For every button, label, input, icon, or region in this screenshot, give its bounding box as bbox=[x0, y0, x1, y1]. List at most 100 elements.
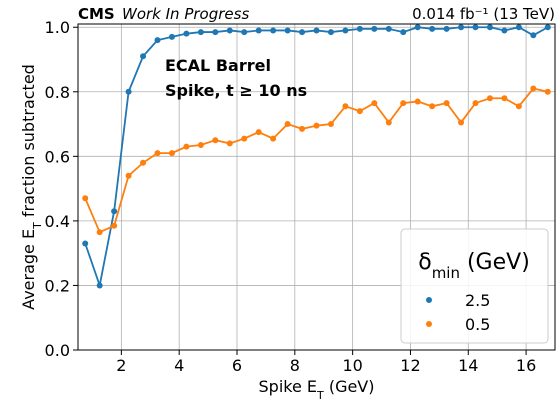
data-point bbox=[400, 29, 407, 36]
data-point bbox=[168, 33, 175, 40]
data-point bbox=[458, 119, 465, 126]
data-point bbox=[212, 29, 219, 36]
legend-title-sub: min bbox=[432, 264, 460, 282]
data-point bbox=[154, 150, 161, 157]
data-point bbox=[96, 229, 103, 236]
data-point bbox=[429, 25, 436, 32]
x-tick-label: 16 bbox=[516, 356, 536, 375]
x-tick-label: 2 bbox=[116, 356, 126, 375]
data-point bbox=[125, 88, 132, 95]
data-point bbox=[443, 25, 450, 32]
data-point bbox=[530, 32, 537, 39]
data-point bbox=[140, 159, 147, 166]
data-point bbox=[371, 25, 378, 32]
data-point bbox=[400, 100, 407, 107]
x-tick-label: 12 bbox=[400, 356, 420, 375]
data-point bbox=[183, 143, 190, 150]
data-point bbox=[342, 27, 349, 34]
data-point bbox=[96, 282, 103, 289]
data-point bbox=[313, 122, 320, 129]
data-point bbox=[486, 24, 493, 31]
x-tick-label: 14 bbox=[458, 356, 478, 375]
data-point bbox=[212, 137, 219, 144]
y-axis-label: Average ET fraction subtracted bbox=[19, 64, 44, 310]
data-point bbox=[125, 172, 132, 179]
data-point bbox=[270, 27, 277, 34]
data-point bbox=[111, 208, 118, 215]
data-point bbox=[140, 53, 147, 60]
data-point bbox=[241, 135, 248, 142]
data-point bbox=[226, 27, 233, 34]
data-point bbox=[515, 103, 522, 110]
legend-label: 2.5 bbox=[465, 291, 490, 310]
y-tick-label: 0.0 bbox=[45, 341, 70, 360]
data-point bbox=[544, 24, 551, 31]
y-axis-label-sub: T bbox=[31, 222, 44, 230]
data-point bbox=[327, 29, 334, 36]
data-point bbox=[183, 30, 190, 37]
data-point bbox=[241, 29, 248, 36]
data-point bbox=[385, 25, 392, 32]
data-point bbox=[472, 24, 479, 31]
y-axis-label-rest: fraction subtracted bbox=[19, 64, 38, 222]
data-point bbox=[197, 29, 204, 36]
data-point bbox=[501, 95, 508, 102]
legend-title-main: δ bbox=[418, 250, 431, 275]
data-point bbox=[313, 27, 320, 34]
data-point bbox=[356, 108, 363, 115]
x-tick-label: 10 bbox=[342, 356, 362, 375]
data-point bbox=[168, 150, 175, 157]
data-point bbox=[458, 24, 465, 31]
data-point bbox=[82, 240, 89, 247]
x-tick-label: 8 bbox=[290, 356, 300, 375]
data-point bbox=[371, 100, 378, 107]
data-point bbox=[299, 29, 306, 36]
annotation: Spike, t ≥ 10 ns bbox=[165, 81, 307, 100]
x-tick-label: 6 bbox=[232, 356, 242, 375]
x-tick-label: 4 bbox=[174, 356, 184, 375]
annotation: ECAL Barrel bbox=[165, 56, 271, 75]
legend-marker bbox=[426, 297, 432, 303]
lumi: 0.014 fb⁻¹ (13 TeV) bbox=[412, 5, 555, 23]
data-point bbox=[501, 27, 508, 34]
data-point bbox=[472, 100, 479, 107]
x-axis-label-main: Spike E bbox=[259, 377, 318, 396]
legend-marker bbox=[426, 321, 432, 327]
data-point bbox=[255, 129, 262, 136]
y-tick-label: 0.2 bbox=[45, 276, 70, 295]
data-point bbox=[342, 103, 349, 110]
data-point bbox=[270, 135, 277, 142]
data-point bbox=[255, 27, 262, 34]
y-axis-label-main: Average E bbox=[19, 229, 38, 310]
data-point bbox=[327, 121, 334, 128]
data-point bbox=[486, 95, 493, 102]
experiment: CMS bbox=[78, 5, 115, 23]
y-tick-label: 0.6 bbox=[45, 147, 70, 166]
data-point bbox=[414, 98, 421, 105]
data-point bbox=[226, 140, 233, 147]
data-point bbox=[111, 222, 118, 229]
x-axis-label-sub: T bbox=[316, 389, 324, 401]
x-axis-label-rest: (GeV) bbox=[324, 377, 375, 396]
data-point bbox=[197, 142, 204, 149]
series-line bbox=[84, 87, 548, 234]
legend-title-rest: (GeV) bbox=[460, 250, 530, 275]
data-point bbox=[284, 27, 291, 34]
data-point bbox=[414, 24, 421, 31]
y-tick-label: 1.0 bbox=[45, 18, 70, 37]
data-point bbox=[356, 25, 363, 32]
legend-title: δmin (GeV) bbox=[418, 250, 530, 282]
data-point bbox=[385, 119, 392, 126]
data-point bbox=[299, 125, 306, 132]
y-tick-label: 0.4 bbox=[45, 212, 70, 231]
x-axis-label: Spike ET (GeV) bbox=[259, 377, 375, 401]
plot-frame bbox=[77, 23, 556, 351]
data-point bbox=[284, 121, 291, 128]
data-point bbox=[530, 85, 537, 92]
data-point bbox=[429, 103, 436, 110]
y-tick-label: 0.8 bbox=[45, 83, 70, 102]
legend-label: 0.5 bbox=[465, 315, 490, 334]
data-point bbox=[82, 195, 89, 202]
data-point bbox=[515, 24, 522, 31]
